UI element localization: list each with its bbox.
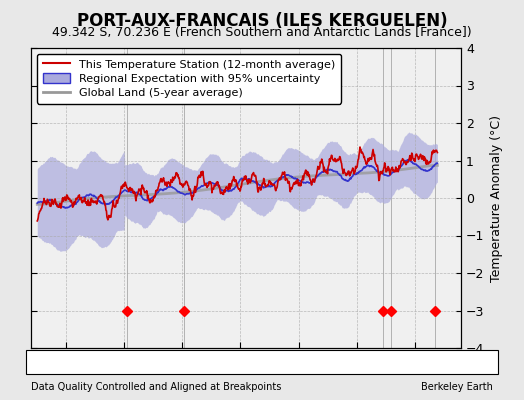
Text: 49.342 S, 70.236 E (French Southern and Antarctic Lands [France]): 49.342 S, 70.236 E (French Southern and … <box>52 26 472 39</box>
Text: ■  Empirical Break: ■ Empirical Break <box>383 357 475 367</box>
Text: ▲  Record Gap: ▲ Record Gap <box>152 357 222 367</box>
Text: ▼  Time of Obs. Change: ▼ Time of Obs. Change <box>246 357 362 367</box>
Y-axis label: Temperature Anomaly (°C): Temperature Anomaly (°C) <box>490 114 503 282</box>
Text: Data Quality Controlled and Aligned at Breakpoints: Data Quality Controlled and Aligned at B… <box>31 382 282 392</box>
Text: PORT-AUX-FRANCAIS (ILES KERGUELEN): PORT-AUX-FRANCAIS (ILES KERGUELEN) <box>77 12 447 30</box>
Text: ◆  Station Move: ◆ Station Move <box>42 357 119 367</box>
Text: Berkeley Earth: Berkeley Earth <box>421 382 493 392</box>
Legend: This Temperature Station (12-month average), Regional Expectation with 95% uncer: This Temperature Station (12-month avera… <box>37 54 341 104</box>
